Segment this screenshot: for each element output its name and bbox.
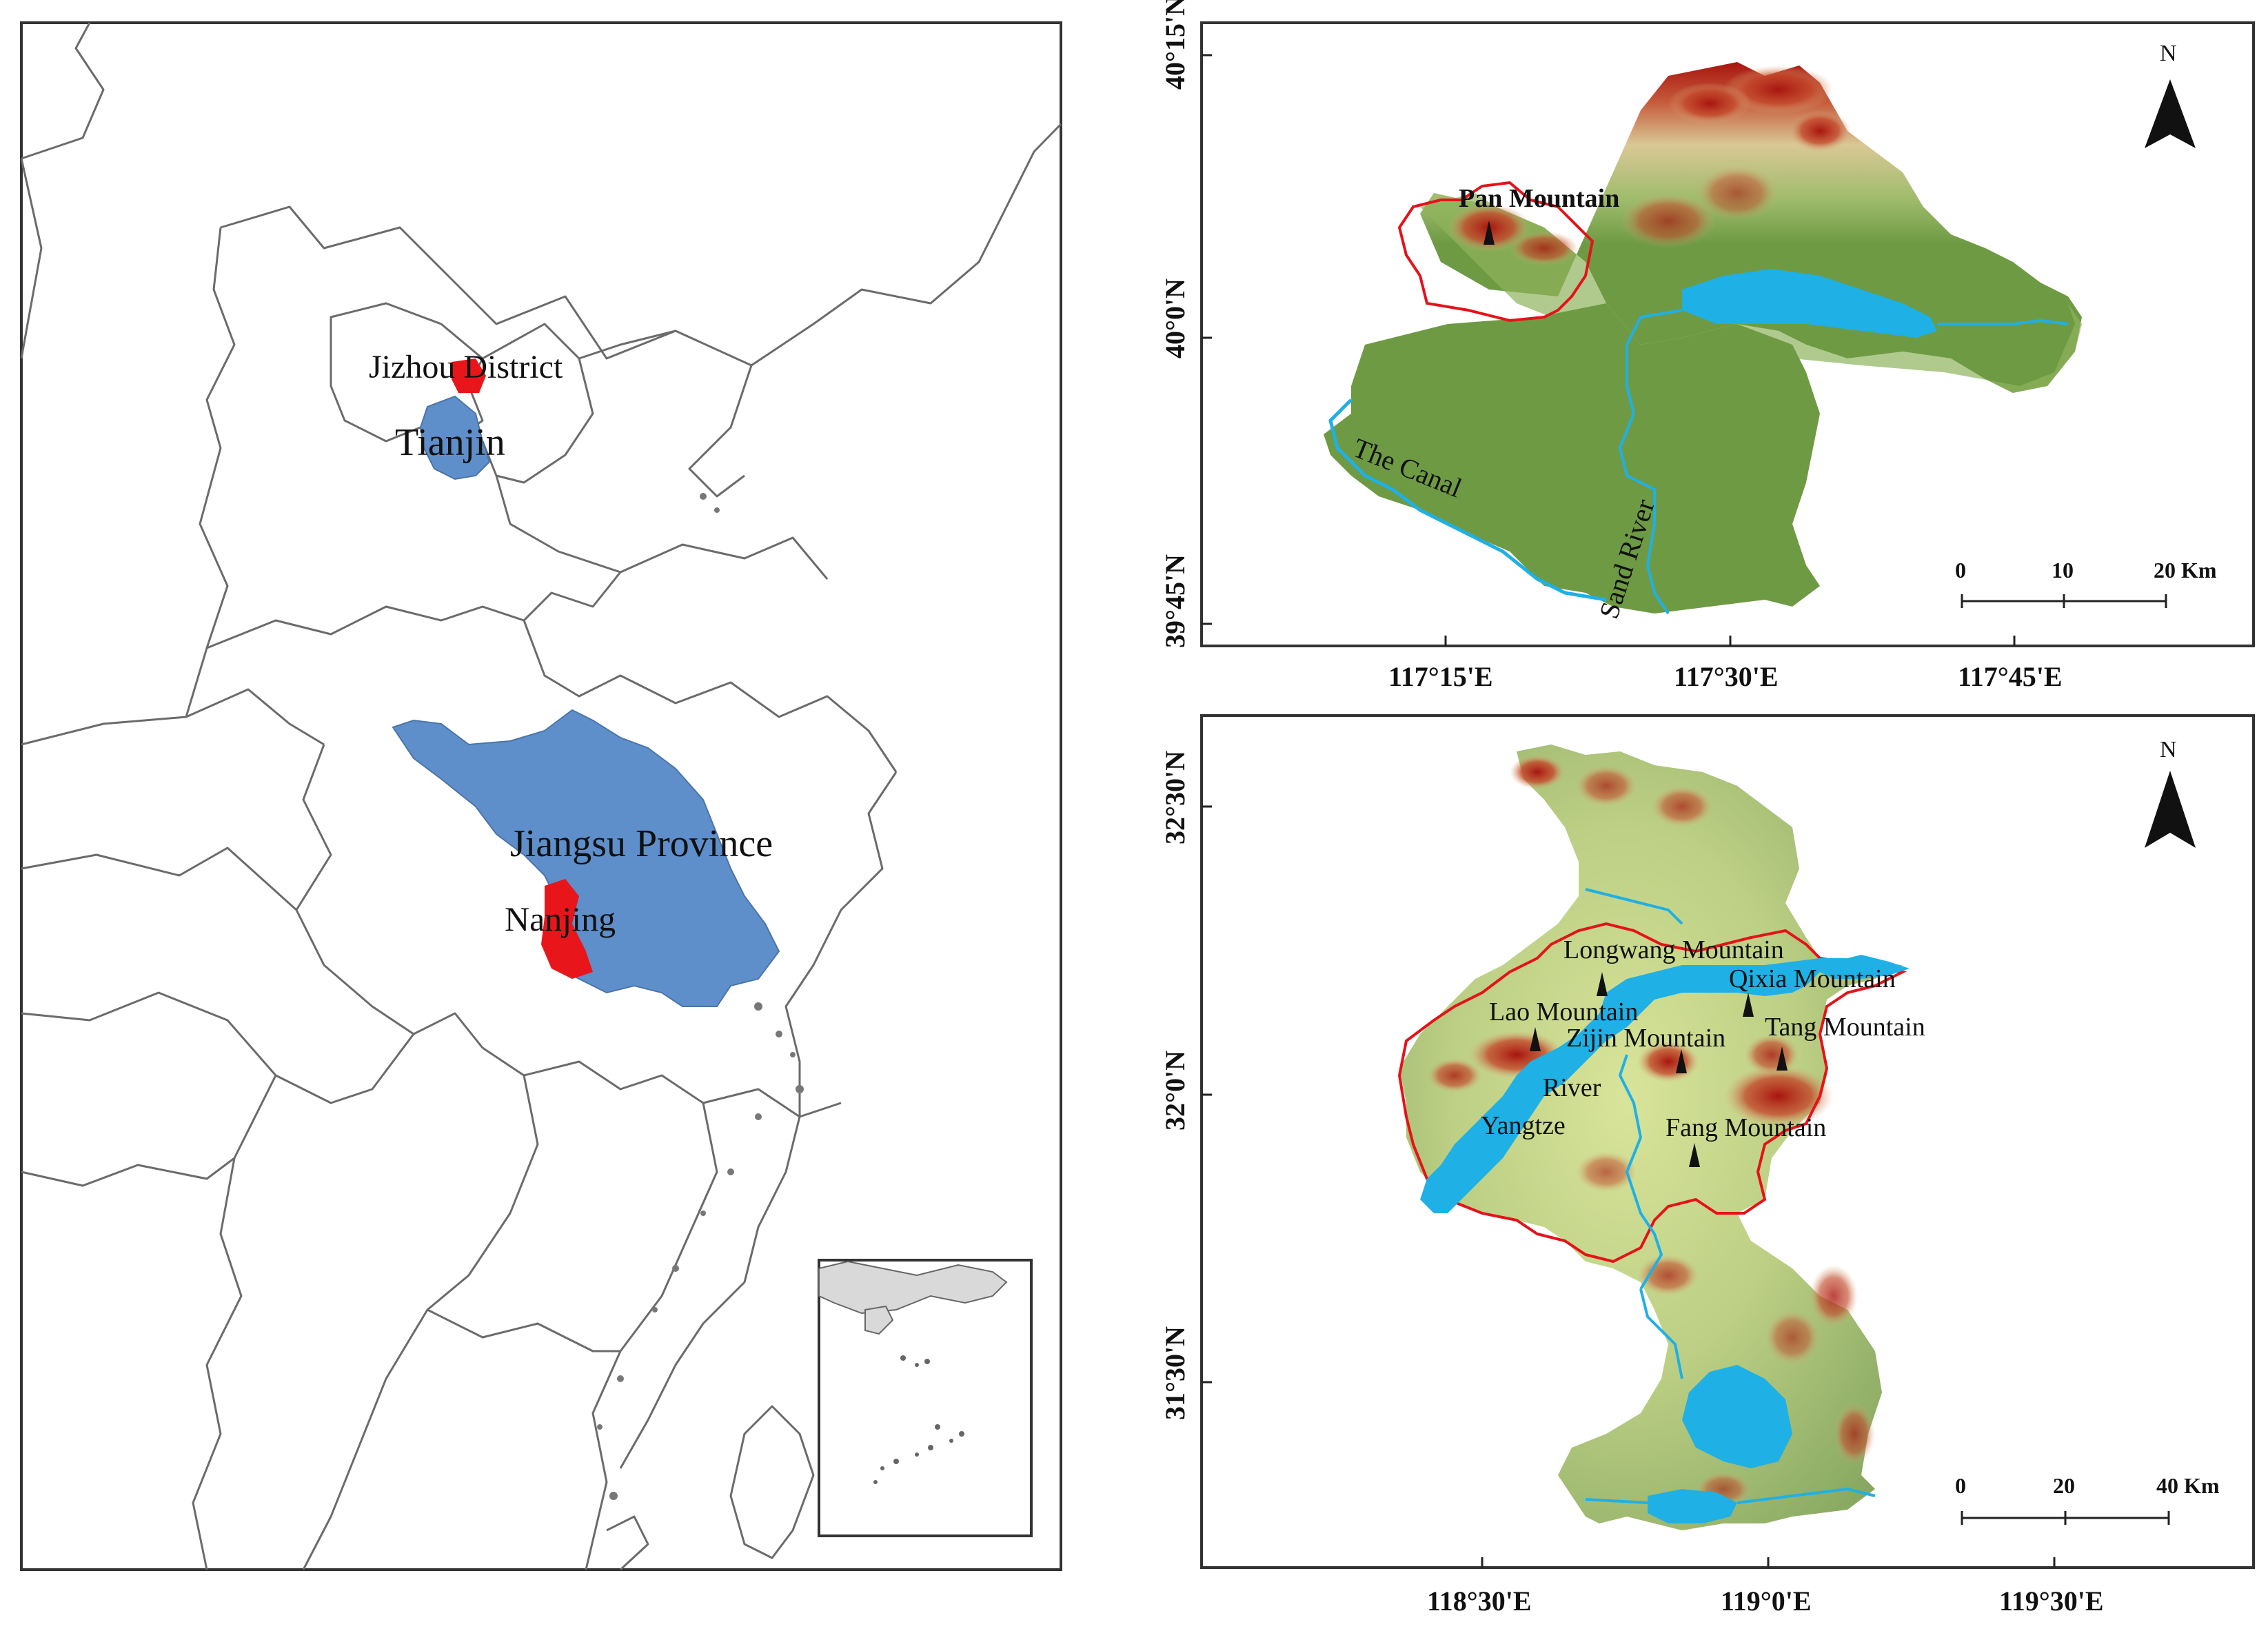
tianjin-lon-ticks: 117°15'E 117°30'E 117°45'E xyxy=(1388,636,2063,692)
nanjing-map: Longwang Mountain Qixia Mountain Lao Mou… xyxy=(1160,714,2255,1617)
tang-mountain-label: Tang Mountain xyxy=(1765,1013,1925,1042)
scale-tick-20: 20 xyxy=(2053,1473,2075,1498)
nanjing-area xyxy=(541,879,593,979)
nanjing-scale-bar: 0 20 40 Km xyxy=(1955,1473,2220,1525)
zijin-mountain-label: Zijin Mountain xyxy=(1566,1024,1725,1053)
tianjin-scale-bar: 0 10 20 Km xyxy=(1955,558,2217,608)
shijiu-lake xyxy=(1682,1365,1792,1468)
scale-tick-40-km: 40 Km xyxy=(2156,1473,2220,1498)
pan-mountain-label: Pan Mountain xyxy=(1459,184,1619,213)
tianjin-lat-ticks: 40°15'N 40°0'N 39°45'N xyxy=(1160,0,1212,648)
scale-tick-10: 10 xyxy=(2052,558,2074,582)
qixia-mountain-marker xyxy=(1743,993,1754,1017)
fang-mountain-label: Fang Mountain xyxy=(1665,1113,1826,1142)
north-label: N xyxy=(2160,41,2177,66)
lon-tick-label: 118°30'E xyxy=(1427,1586,1532,1617)
nanjing-lat-ticks: 32°30'N 32°0'N 31°30'N xyxy=(1160,751,1212,1420)
tianjin-label: Tianjin xyxy=(395,421,505,464)
yangtze-label: Yangtze xyxy=(1481,1111,1566,1140)
scale-tick-0: 0 xyxy=(1955,1473,1966,1498)
lon-tick-label: 117°30'E xyxy=(1674,661,1779,692)
lat-tick-label: 32°0'N xyxy=(1160,1051,1191,1131)
south-china-sea-inset xyxy=(818,1259,1033,1537)
nanjing-north-arrow: N xyxy=(2145,737,2196,848)
nanjing-study-outline xyxy=(1397,922,1907,1264)
nanjing-label: Nanjing xyxy=(505,900,616,938)
the-canal xyxy=(1328,398,1607,602)
yangtze-river xyxy=(1420,955,1910,1213)
lat-tick-label: 32°30'N xyxy=(1160,751,1191,844)
lat-tick-label: 39°45'N xyxy=(1160,554,1191,648)
tianjin-north-arrow: N xyxy=(2145,41,2196,148)
longwang-mountain-label: Longwang Mountain xyxy=(1563,935,1784,964)
gucheng-lake xyxy=(1648,1489,1737,1523)
fang-mountain-marker xyxy=(1689,1143,1700,1167)
zijin-mountain-marker xyxy=(1676,1049,1687,1073)
coastal-islands xyxy=(597,493,804,1500)
tianjin-jizhou-map: Pan Mountain The Canal Sand River N 0 10… xyxy=(1160,0,2255,692)
lao-mountain-marker xyxy=(1530,1027,1541,1051)
jizhou-district-outline xyxy=(1397,181,1594,323)
jizhou-district-area xyxy=(452,358,486,393)
nanjing-lon-ticks: 118°30'E 119°0'E 119°30'E xyxy=(1427,1557,2104,1617)
river-label: River xyxy=(1543,1073,1601,1102)
qixia-mountain-label: Qixia Mountain xyxy=(1729,964,1896,993)
yuqiao-reservoir xyxy=(1682,269,1937,338)
lon-tick-label: 119°30'E xyxy=(1999,1586,2104,1617)
lon-tick-label: 117°45'E xyxy=(1958,661,2063,692)
tianjin-plain xyxy=(1324,303,1820,614)
lat-tick-label: 40°15'N xyxy=(1160,0,1191,90)
lat-tick-label: 40°0'N xyxy=(1160,278,1191,358)
jiangsu-province-area xyxy=(392,709,780,1007)
longwang-mountain-marker xyxy=(1597,972,1608,996)
jizhou-district-label: Jizhou District xyxy=(369,349,563,385)
overview-map: Jizhou District Tianjin Jiangsu Province… xyxy=(20,21,1062,1571)
province-boundaries xyxy=(20,22,1062,1571)
lat-tick-label: 31°30'N xyxy=(1160,1326,1191,1420)
jiangsu-province-label: Jiangsu Province xyxy=(510,822,773,865)
tang-mountain-marker xyxy=(1776,1046,1788,1071)
scale-tick-0: 0 xyxy=(1955,558,1966,582)
sand-river xyxy=(1618,309,1683,615)
mountain-relief xyxy=(1448,65,1851,265)
qinhuai-river xyxy=(1618,1054,1663,1290)
pan-mountain-marker xyxy=(1484,221,1495,245)
scale-tick-20-km: 20 Km xyxy=(2154,558,2217,582)
north-label: N xyxy=(2160,737,2177,762)
mountain-peaks xyxy=(1530,972,1788,1167)
lao-mountain-label: Lao Mountain xyxy=(1489,997,1638,1026)
lon-tick-label: 117°15'E xyxy=(1388,661,1493,692)
tianjin-area xyxy=(419,395,491,480)
lon-tick-label: 119°0'E xyxy=(1721,1586,1812,1617)
